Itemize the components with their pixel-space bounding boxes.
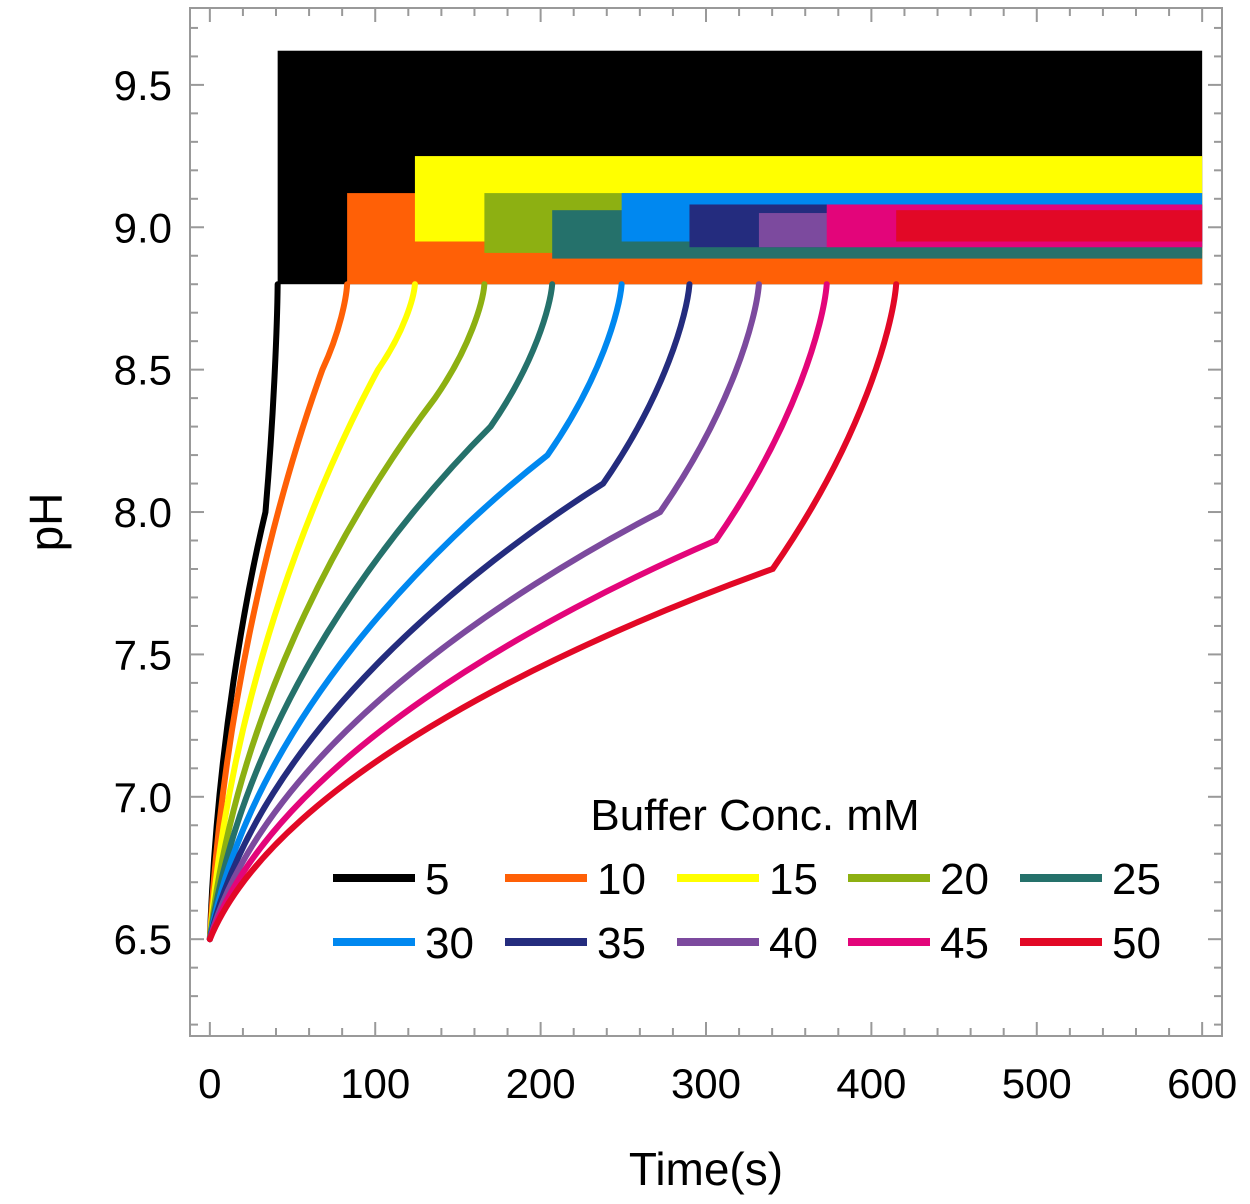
- band-50: [896, 210, 1203, 242]
- y-tick-label: 6.5: [114, 916, 172, 963]
- legend: Buffer Conc. mM 5 10 15 20 25 30 35 40 45 50: [333, 791, 1161, 968]
- series-line-45: [206, 281, 830, 943]
- legend-items: 5 10 15 20 25 30 35 40 45 50: [333, 855, 1161, 968]
- x-tick-label: 400: [836, 1060, 906, 1107]
- legend-label-10: 10: [597, 855, 646, 904]
- saturation-bands: [277, 50, 1203, 285]
- tick-labels: 0 100 200 300 400 500 600 6.5 7.0 7.5 8.0 8.5 9.0 9.5: [114, 62, 1238, 1107]
- legend-label-45: 45: [940, 919, 989, 968]
- y-tick-label: 7.0: [114, 774, 172, 821]
- series-line-25: [206, 281, 556, 943]
- y-axis-title: pH: [20, 493, 72, 552]
- x-axis-title: Time(s): [629, 1143, 783, 1195]
- legend-label-40: 40: [769, 919, 818, 968]
- series-line-30: [206, 281, 625, 943]
- legend-label-25: 25: [1112, 855, 1161, 904]
- legend-label-30: 30: [425, 919, 474, 968]
- x-tick-label: 500: [1002, 1060, 1072, 1107]
- x-tick-label: 100: [340, 1060, 410, 1107]
- legend-title: Buffer Conc. mM: [590, 791, 919, 840]
- legend-label-50: 50: [1112, 919, 1161, 968]
- legend-label-5: 5: [425, 855, 449, 904]
- legend-label-15: 15: [769, 855, 818, 904]
- y-tick-label: 8.0: [114, 489, 172, 536]
- y-tick-label: 8.5: [114, 347, 172, 394]
- series-line-20: [206, 281, 488, 943]
- legend-label-35: 35: [597, 919, 646, 968]
- y-tick-label: 9.5: [114, 62, 172, 109]
- series-line-35: [206, 281, 693, 943]
- series-line-15: [206, 281, 418, 943]
- series-lines: [206, 281, 900, 943]
- y-tick-label: 7.5: [114, 631, 172, 678]
- x-tick-label: 600: [1167, 1060, 1237, 1107]
- x-tick-label: 0: [198, 1060, 221, 1107]
- x-tick-label: 200: [506, 1060, 576, 1107]
- x-tick-label: 300: [671, 1060, 741, 1107]
- y-tick-label: 9.0: [114, 204, 172, 251]
- series-line-40: [206, 281, 762, 943]
- series-line-10: [206, 281, 351, 943]
- axis-ticks: [190, 8, 1222, 1036]
- series-line-50: [206, 281, 900, 943]
- series-line-5: [206, 281, 281, 943]
- legend-label-20: 20: [940, 855, 989, 904]
